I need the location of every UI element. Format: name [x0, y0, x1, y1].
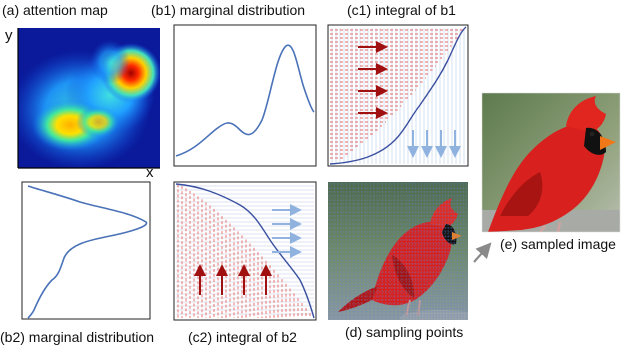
label-e: (e) sampled image: [500, 236, 616, 252]
sampling-points-panel: [328, 182, 468, 320]
label-d: (d) sampling points: [345, 324, 464, 340]
attention-map-panel: [17, 28, 160, 169]
b2-curve: [27, 185, 148, 319]
b1-curve: [175, 44, 315, 157]
c1-red-arrows: [358, 41, 388, 119]
axis-x-letter: x: [146, 164, 154, 181]
attention-heatmap-image: [18, 28, 160, 168]
c2-blue-arrows: [272, 204, 302, 258]
label-c2: (c2) integral of b2: [188, 329, 297, 345]
label-c1: (c1) integral of b1: [347, 2, 456, 18]
sampling-grid: [328, 182, 468, 320]
sampled-image-panel: [481, 92, 621, 233]
label-a: (a) attention map: [2, 2, 108, 18]
c1-integral-panel: [327, 24, 469, 167]
c2-vertical-dashes: [177, 184, 311, 318]
c1-curve: [329, 26, 467, 165]
label-b2: (b2) marginal distribution: [0, 329, 155, 345]
bird-crest: [430, 198, 458, 228]
c2-curve: [175, 183, 315, 319]
axis-y-letter: y: [5, 27, 13, 44]
b1-marginal-panel: [173, 24, 317, 167]
label-b1: (b1) marginal distribution: [151, 2, 306, 18]
c2-red-arrows: [194, 264, 272, 295]
sampled-cardinal-image: [482, 93, 620, 232]
cardinal-with-grid-image: [328, 182, 468, 320]
gray-arrow: [473, 242, 492, 263]
c1-blue-arrows: [407, 130, 461, 158]
b2-marginal-panel: [21, 181, 151, 320]
c2-integral-panel: [173, 181, 317, 321]
